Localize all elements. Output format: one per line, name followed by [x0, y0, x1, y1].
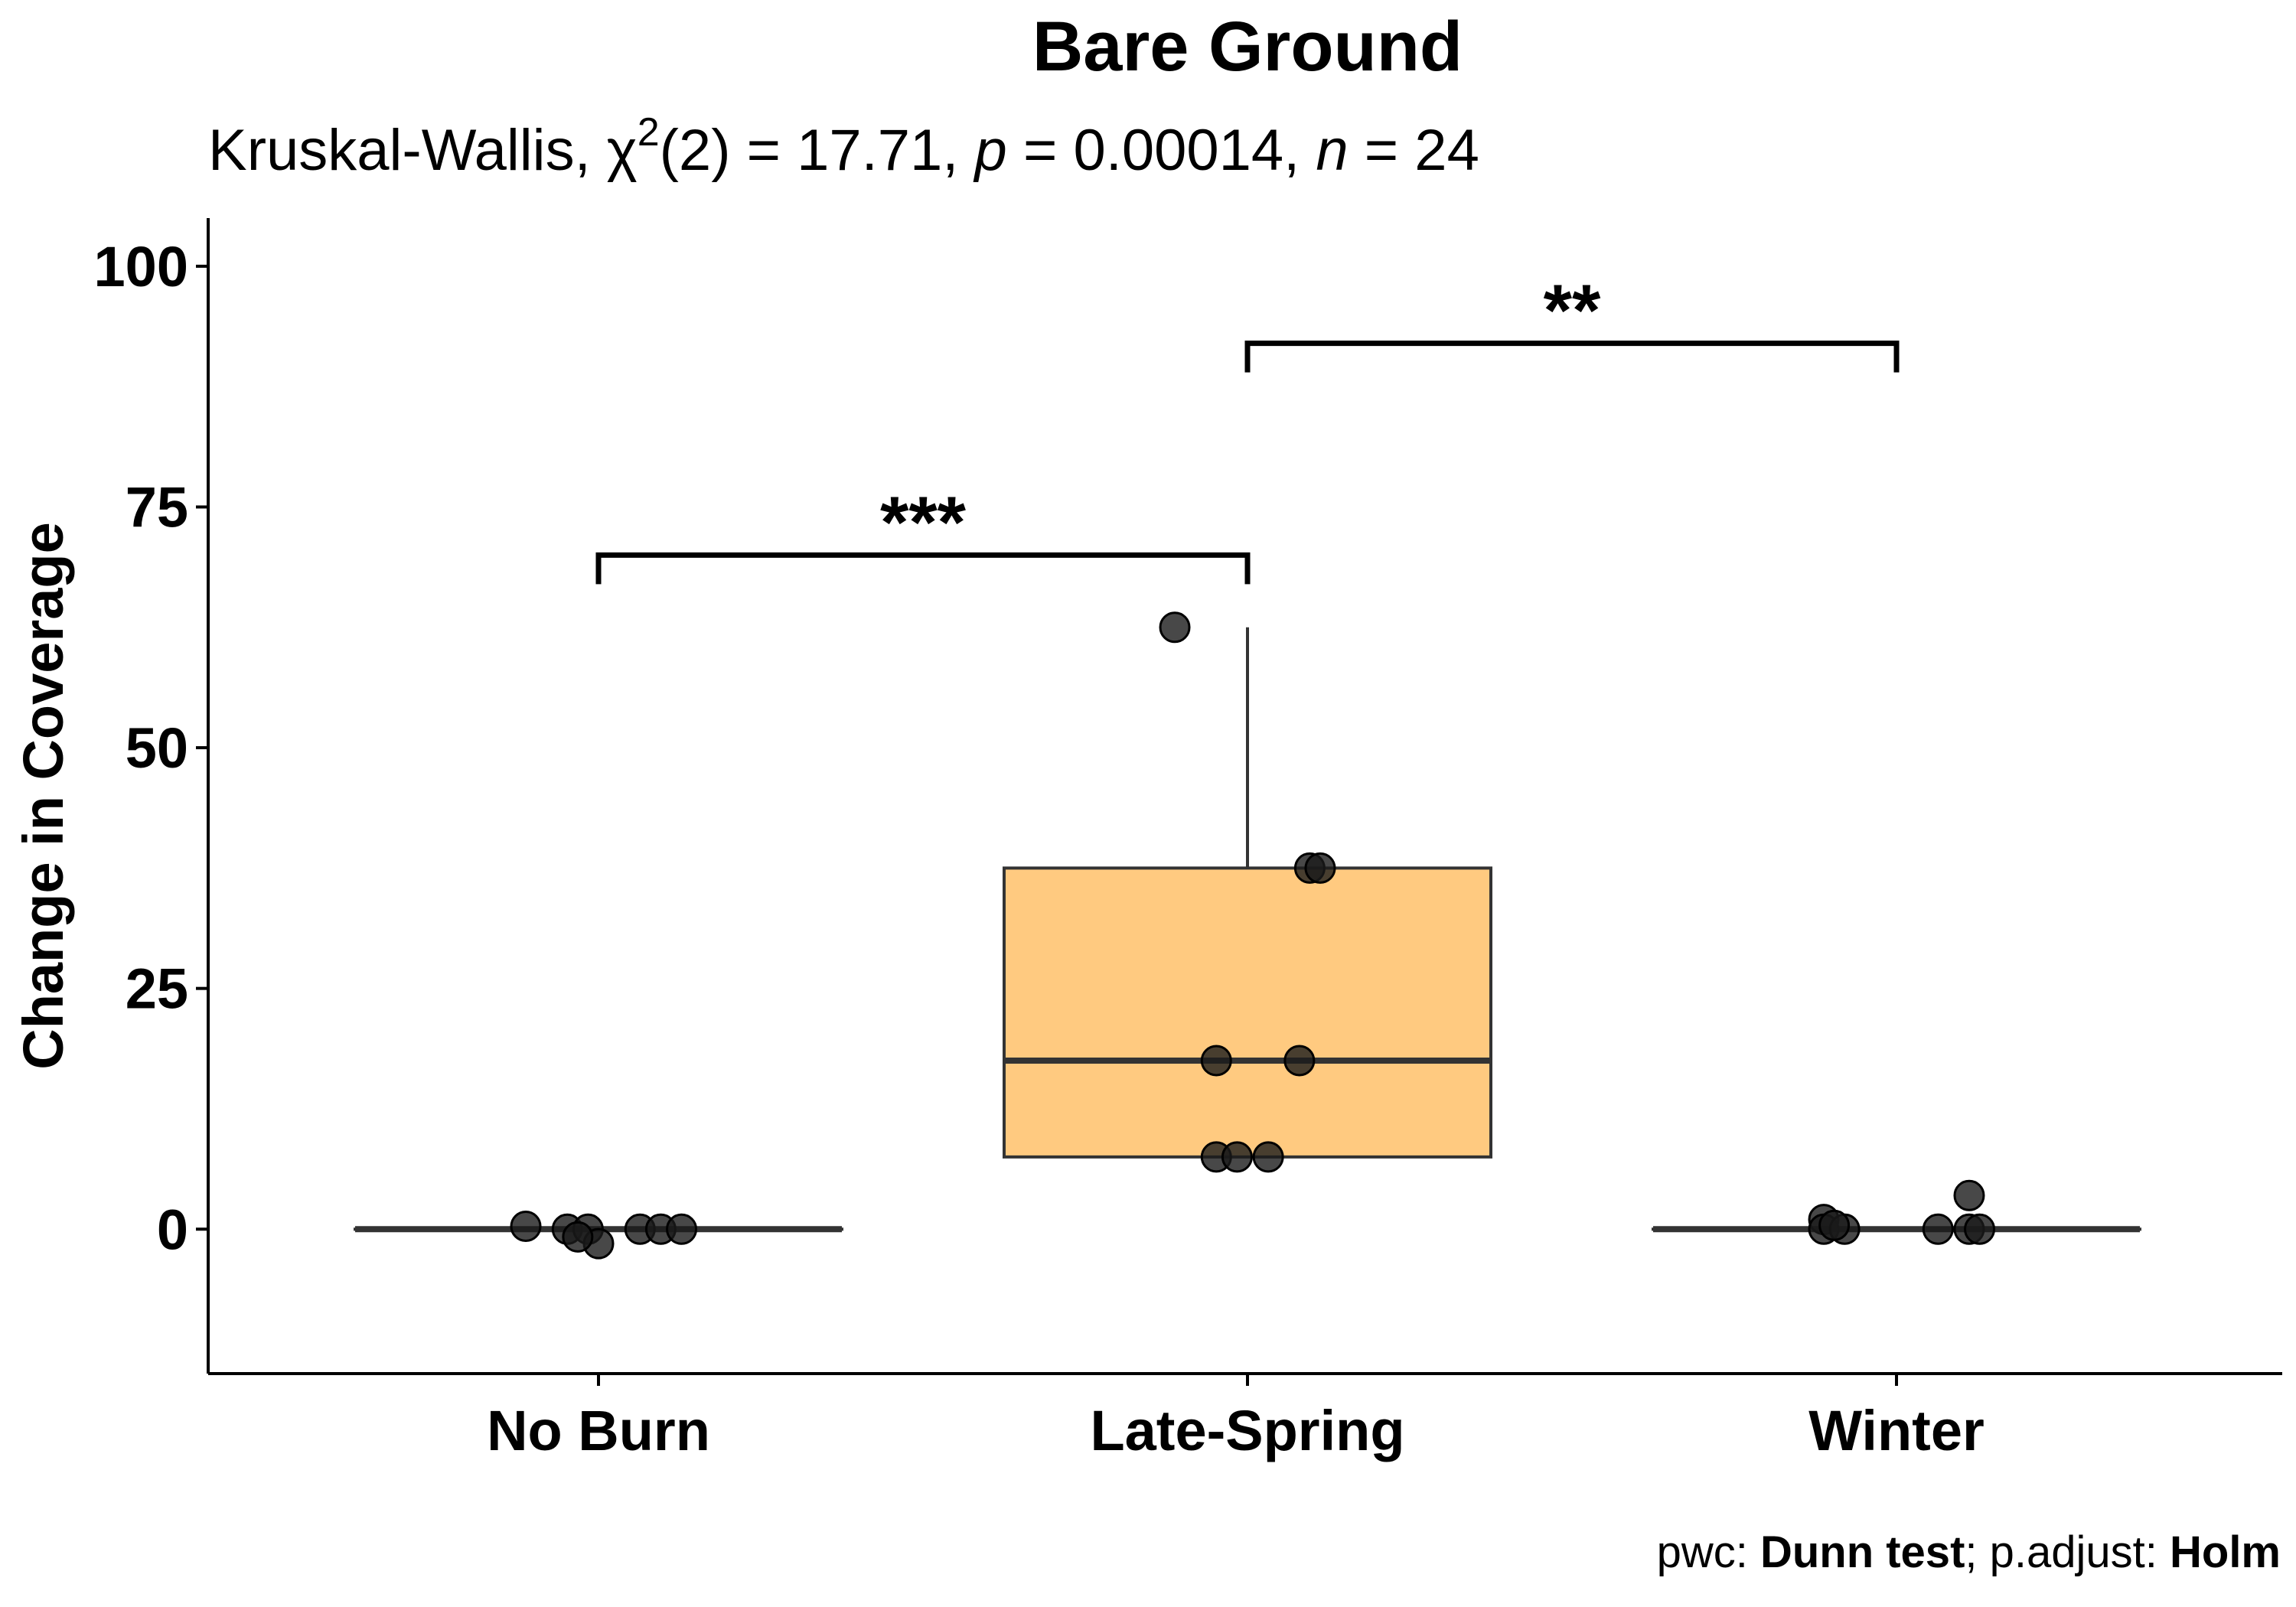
data-point — [510, 1210, 542, 1242]
data-point — [1283, 1045, 1316, 1077]
caption-pwc-value: Dunn test — [1760, 1527, 1965, 1577]
data-point — [1953, 1179, 1985, 1211]
subtitle-p-symbol: p — [974, 118, 1007, 183]
y-tick-label: 75 — [126, 476, 188, 539]
subtitle-sup: 2 — [638, 110, 660, 155]
subtitle-df: (2) = 17.71, — [660, 118, 975, 183]
y-tick-label: 100 — [94, 235, 188, 298]
caption-sep: ; p.adjust: — [1965, 1527, 2170, 1577]
y-tick-label: 50 — [126, 716, 188, 780]
data-point — [1964, 1213, 1996, 1245]
chart-subtitle: Kruskal-Wallis, χ2(2) = 17.71, p = 0.000… — [208, 110, 1479, 183]
subtitle-n-value: = 24 — [1349, 118, 1479, 183]
caption-pwc-label: pwc: — [1657, 1527, 1760, 1577]
data-point — [666, 1213, 698, 1245]
data-point — [1922, 1213, 1954, 1245]
significance-label: ** — [1544, 270, 1601, 352]
x-tick-label: Late-Spring — [1090, 1399, 1404, 1462]
y-tick-label: 25 — [126, 957, 188, 1021]
data-point — [1159, 611, 1191, 644]
y-axis-label: Change in Coverage — [11, 522, 75, 1070]
y-tick-label: 0 — [157, 1198, 188, 1261]
subtitle-test: Kruskal-Wallis, — [208, 118, 607, 183]
data-point — [1221, 1141, 1253, 1173]
data-point — [562, 1221, 594, 1253]
data-point — [1304, 852, 1336, 884]
caption-adjust-value: Holm — [2170, 1527, 2281, 1577]
significance-label: *** — [880, 481, 967, 563]
chart-title: Bare Ground — [1032, 8, 1463, 86]
subtitle-n-symbol: n — [1316, 118, 1348, 183]
data-point — [1252, 1141, 1284, 1173]
significance-bracket — [595, 552, 1251, 585]
subtitle-p-value: = 0.00014, — [1007, 118, 1316, 183]
data-point — [1818, 1209, 1851, 1241]
box-late-spring — [1003, 866, 1492, 1159]
x-tick-label: No Burn — [487, 1399, 710, 1462]
subtitle-chi: χ — [607, 118, 638, 183]
significance-bracket — [1244, 341, 1900, 373]
data-point — [1200, 1045, 1232, 1077]
x-tick-label: Winter — [1808, 1399, 1985, 1462]
caption: pwc: Dunn test; p.adjust: Holm — [1657, 1527, 2281, 1577]
